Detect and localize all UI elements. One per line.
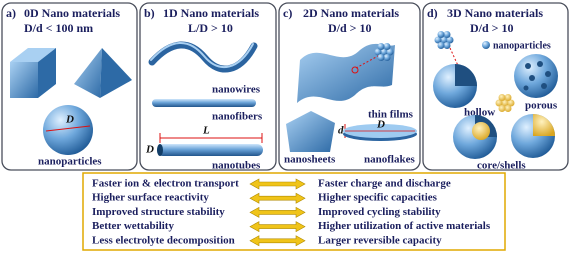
item-label: core/shells: [477, 160, 526, 172]
cause-text: Less electrolyte decomposition: [92, 234, 235, 246]
legend-label: nanoparticles: [493, 40, 551, 51]
shape: [541, 83, 547, 89]
panel-subtitle: L/D > 10: [188, 21, 233, 35]
nanowire-highlight: [150, 42, 254, 68]
effect-text: Higher utilization of active materials: [318, 220, 491, 232]
highlight-ring: [351, 66, 359, 74]
dimension-label: D: [145, 144, 154, 156]
effect-text: Higher specific capacities: [318, 192, 438, 204]
panel-label: c): [283, 6, 292, 20]
panel-box: [1, 2, 138, 171]
effect-text: Improved cycling stability: [318, 206, 441, 218]
comparison-rows: Faster ion & electron transport Faster ch…: [92, 178, 491, 247]
porous-sphere: [514, 54, 558, 98]
dimension-label: L: [202, 125, 210, 137]
panel-subtitle: D/d < 100 nm: [24, 21, 93, 35]
thin-film: [297, 43, 395, 103]
panel-label: a): [6, 6, 16, 20]
shape: [529, 75, 535, 81]
callout-line: [355, 55, 379, 69]
cause-text: Higher surface reactivity: [92, 192, 209, 204]
panel-title: 1D Nano materials: [163, 6, 259, 20]
panel-subtitle: D/d > 10: [328, 21, 372, 35]
dimension-label: d: [338, 125, 344, 137]
shape: [100, 48, 132, 98]
item-label: nanofibers: [212, 111, 263, 123]
panel-label: d): [427, 6, 438, 20]
shape: [10, 48, 56, 62]
cause-text: Better wettability: [92, 220, 174, 232]
hollow-cutaway: [455, 64, 477, 86]
nanofiber: [152, 99, 256, 107]
dimension-line: [45, 125, 91, 132]
effect-text: Larger reversible capacity: [318, 234, 442, 246]
dimension-label: D: [376, 119, 385, 131]
item-label: porous: [525, 100, 558, 112]
item-label: nanowires: [212, 84, 261, 96]
nanotube-opening: [157, 144, 163, 156]
panel-title: 3D Nano materials: [447, 6, 543, 20]
shape: [523, 85, 529, 91]
cause-text: Faster ion & electron transport: [92, 178, 239, 190]
shape: [74, 48, 102, 98]
effect-text: Faster charge and discharge: [318, 178, 451, 190]
panel-subtitle: D/d > 10: [470, 21, 514, 35]
shape: [38, 48, 56, 98]
item-label: nanoparticles: [38, 156, 102, 168]
pyramid-icon: [74, 48, 132, 98]
pores: [523, 61, 551, 91]
item-label: nanoflakes: [364, 154, 415, 166]
legend-particle: [482, 41, 490, 49]
panel-title: 0D Nano materials: [24, 6, 120, 20]
shape: [10, 62, 38, 98]
panel-label: b): [144, 6, 155, 20]
panel-title: 2D Nano materials: [303, 6, 399, 20]
core-cutaway: [533, 114, 555, 136]
item-label: thin films: [368, 109, 414, 121]
cause-text: Improved structure stability: [92, 206, 225, 218]
shape: [525, 63, 531, 69]
shape: [545, 71, 551, 77]
nanosheet: [286, 111, 335, 152]
sphere: [43, 105, 93, 155]
shape: [537, 61, 543, 67]
cube-icon: [10, 48, 56, 98]
core: [472, 122, 490, 140]
nanotube: [157, 144, 263, 156]
item-label: nanotubes: [212, 160, 261, 172]
dimension-label: D: [65, 114, 74, 126]
item-label: nanosheets: [284, 154, 336, 166]
